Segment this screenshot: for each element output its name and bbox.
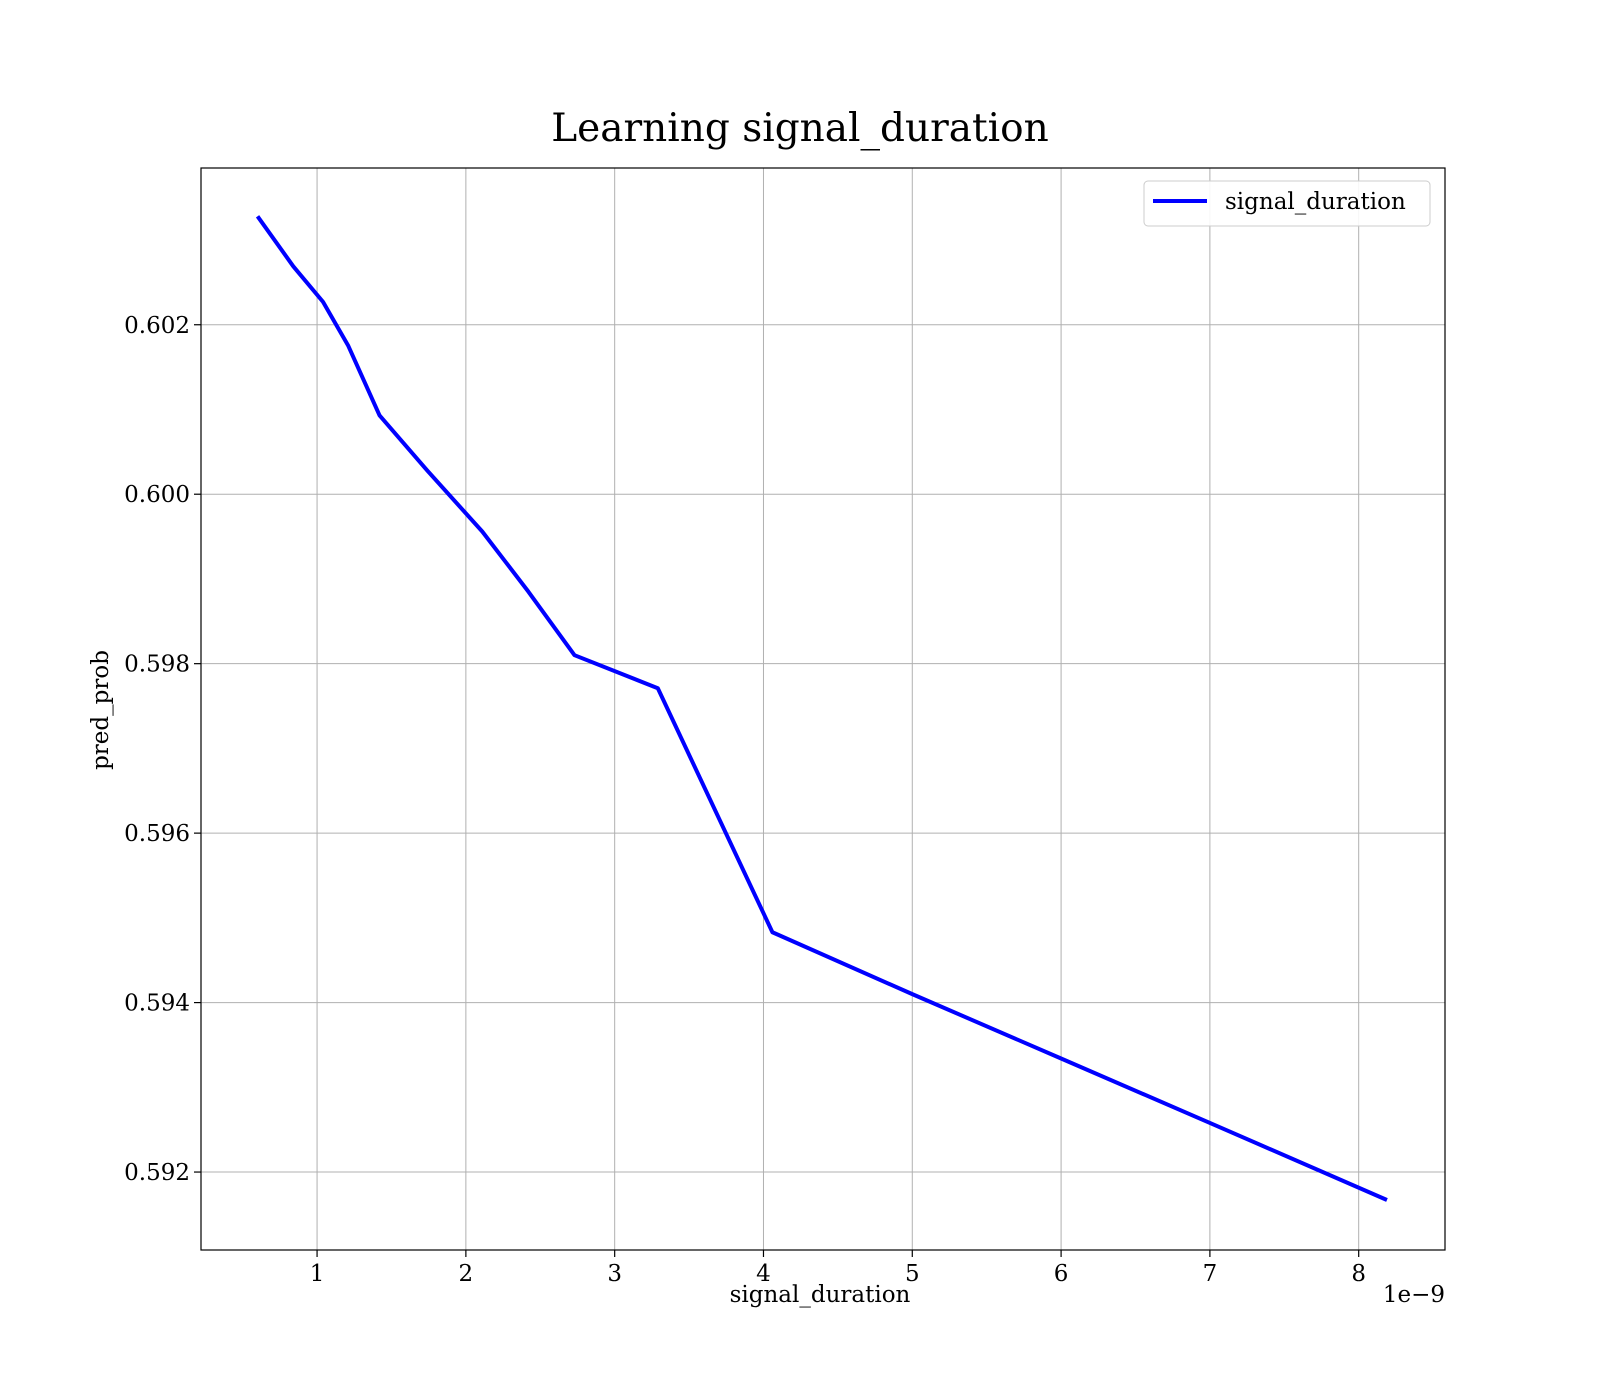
series-line-signal-duration — [255, 215, 1388, 1202]
plot-frame — [200, 167, 1446, 1251]
grid-lines — [201, 168, 1445, 1250]
legend-box — [1143, 180, 1431, 227]
series-layer — [255, 215, 1388, 1202]
x-axis-offset-label: 1e−9 — [1383, 1282, 1445, 1308]
x-tick-label: 5 — [905, 1261, 920, 1287]
x-tick-label: 4 — [756, 1261, 771, 1287]
y-tick-label: 0.598 — [124, 652, 190, 678]
y-tick-label: 0.592 — [124, 1160, 190, 1186]
y-tick-label: 0.594 — [124, 991, 190, 1017]
x-tick-label: 3 — [607, 1261, 622, 1287]
chart-title: Learning signal_duration — [551, 106, 1048, 151]
x-tick-label: 2 — [459, 1261, 474, 1287]
x-axis-label: signal_duration — [730, 1282, 911, 1308]
axis-ticks: 1 2 3 4 5 6 7 8 0.592 0.594 0.596 0.598 0.600 0.602 — [124, 313, 1366, 1287]
legend: signal_duration — [1143, 180, 1431, 227]
y-tick-label: 0.600 — [124, 482, 190, 508]
x-tick-label: 6 — [1054, 1261, 1069, 1287]
y-tick-label: 0.602 — [124, 313, 190, 339]
y-tick-label: 0.596 — [124, 821, 190, 847]
legend-label: signal_duration — [1225, 189, 1406, 215]
x-tick-label: 8 — [1351, 1261, 1366, 1287]
y-axis-label: pred_prob — [88, 650, 114, 770]
x-tick-label: 7 — [1203, 1261, 1218, 1287]
x-tick-label: 1 — [310, 1261, 325, 1287]
